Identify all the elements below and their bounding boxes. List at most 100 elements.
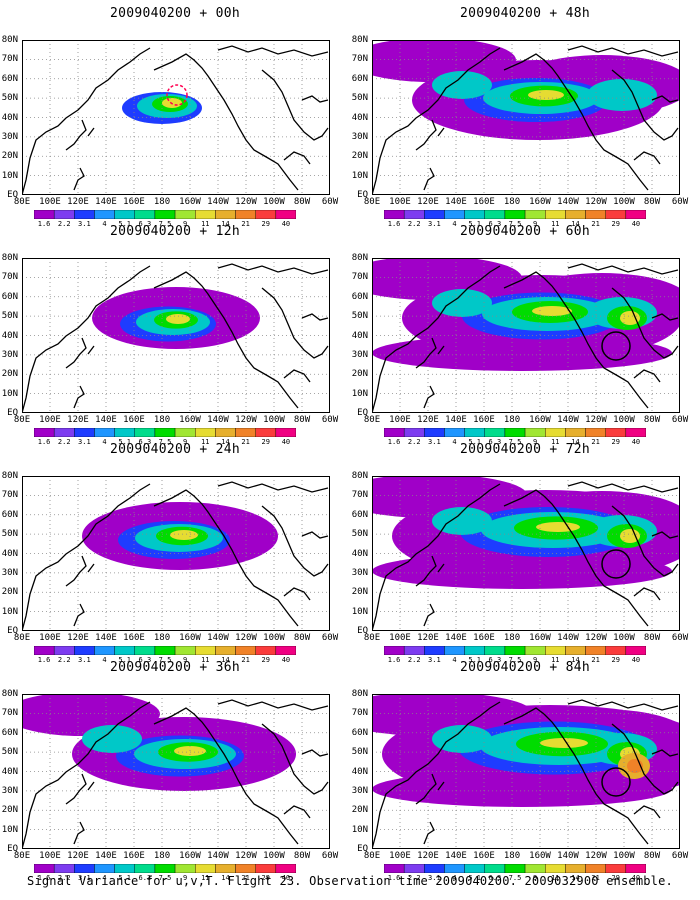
colorbar-label: 7.5	[158, 220, 172, 228]
longitude-label: 100E	[389, 633, 411, 643]
colorbar-label: 40	[281, 874, 291, 882]
colorbar-swatch	[255, 864, 277, 873]
colorbar-swatch	[134, 864, 156, 873]
map-panel: 2009040200 + 84h 80N 70N 60N 50N 40N 30N 20N 10N…	[350, 654, 700, 882]
colorbar-label: 11	[201, 438, 210, 446]
colorbar-label: 3.1	[78, 874, 91, 882]
longitude-label: 160W	[529, 851, 551, 861]
coastline	[22, 699, 329, 849]
colorbar-label: 6.3	[488, 438, 502, 446]
latitude-label: 60N	[351, 509, 368, 520]
colorbar-label: 5.1	[118, 874, 132, 882]
latitude-label: EQ	[7, 190, 18, 200]
longitude-label: 120W	[585, 851, 607, 861]
longitude-label: 140E	[445, 415, 467, 425]
variance-contour	[166, 314, 190, 324]
colorbar-label: 11	[551, 438, 560, 446]
colorbar-swatch	[524, 864, 546, 873]
coastline	[22, 481, 329, 631]
latitude-label: 80N	[351, 689, 368, 699]
latitude-label: EQ	[7, 408, 18, 418]
flight-marker	[166, 84, 188, 106]
longitude-label: 100E	[39, 197, 61, 207]
variance-contour	[170, 530, 198, 540]
colorbar-label: 5.1	[468, 656, 482, 664]
latitude-label: 30N	[1, 567, 18, 578]
colorbar-swatch	[114, 864, 135, 873]
latitude-label: 40N	[1, 112, 18, 123]
latitude-label: EQ	[357, 626, 368, 636]
latitude-label: 10N	[1, 170, 18, 181]
longitude-label: 60W	[321, 633, 339, 643]
latitude-label: 20N	[1, 151, 18, 162]
map-panel: 2009040200 + 60h 80N 70N 60N 50N 40N 30N 20N 10N…	[350, 218, 700, 446]
longitude-label: 160E	[123, 415, 145, 425]
colorbar-label: 14	[221, 220, 230, 228]
variance-contour	[432, 507, 492, 535]
latitude-label: 50N	[1, 93, 18, 104]
colorbar-label: 7.5	[508, 656, 522, 664]
colorbar-swatch	[444, 864, 465, 873]
variance-contour	[532, 306, 572, 316]
variance-map	[22, 476, 330, 631]
longitude-label: 180	[153, 633, 171, 643]
panel-title: 2009040200 + 12h	[109, 224, 241, 239]
longitude-label: 80W	[293, 633, 311, 643]
latitude-label: 20N	[1, 805, 18, 816]
latitude-label: 50N	[351, 529, 368, 540]
colorbar-label: 2.2	[57, 874, 71, 882]
longitude-label: 120W	[235, 851, 257, 861]
colorbar-label: 14	[221, 438, 230, 446]
longitude-label: 60W	[671, 851, 689, 861]
colorbar-label: 14	[571, 656, 580, 664]
colorbar-label: 21	[241, 438, 250, 446]
colorbar-swatch	[275, 428, 296, 437]
colorbar-swatch	[605, 864, 627, 873]
colorbar-label: 6.3	[488, 220, 502, 228]
colorbar-label: 2.2	[407, 220, 421, 228]
colorbar-label: 21	[591, 874, 600, 882]
longitude-label: 180	[503, 197, 521, 207]
colorbar-label: 29	[261, 220, 270, 228]
longitude-label: 100E	[39, 851, 61, 861]
longitude-label: 100W	[613, 415, 635, 425]
latitude-label: 50N	[351, 93, 368, 104]
variance-contour	[432, 289, 492, 317]
colorbar-label: 2.2	[57, 220, 71, 228]
colorbar-label: 11	[551, 220, 560, 228]
latitude-label: 30N	[351, 567, 368, 578]
colorbar-swatch	[34, 864, 55, 873]
longitude-label: 160W	[179, 197, 201, 207]
variance-contour	[372, 553, 672, 589]
variance-contour	[620, 311, 640, 325]
panel-title: 2009040200 + 24h	[109, 442, 241, 457]
longitude-label: 160W	[179, 851, 201, 861]
longitude-label: 140E	[95, 633, 117, 643]
colorbar-label: 3.1	[428, 220, 441, 228]
latitude-label: 10N	[351, 170, 368, 181]
longitude-label: 160E	[123, 633, 145, 643]
colorbar-label: 2.2	[407, 438, 421, 446]
longitude-label: 160E	[123, 197, 145, 207]
longitude-label: 80E	[13, 415, 31, 425]
map-panel: 2009040200 + 72h 80N 70N 60N 50N 40N 30N 20N 10N…	[350, 436, 700, 664]
colorbar-label: 6.3	[488, 874, 502, 882]
longitude-label: 180	[153, 851, 171, 861]
longitude-label: 80E	[13, 633, 31, 643]
latitude-label: 80N	[351, 35, 368, 45]
colorbar-swatch	[424, 864, 445, 873]
longitude-label: 140W	[557, 851, 579, 861]
longitude-label: 120E	[67, 415, 89, 425]
longitude-label: 120W	[235, 633, 257, 643]
longitude-label: 80W	[293, 415, 311, 425]
colorbar-label: 9	[533, 656, 538, 664]
latitude-label: 80N	[1, 253, 18, 263]
colorbar-label: 3.1	[428, 438, 441, 446]
colorbar-label: 6.3	[138, 874, 152, 882]
colorbar-label: 9	[533, 438, 538, 446]
variance-contour	[22, 694, 160, 736]
longitude-label: 80E	[363, 633, 381, 643]
colorbar-swatch	[275, 864, 296, 873]
colorbar	[384, 428, 646, 437]
map-panel: 2009040200 + 36h 80N 70N 60N 50N 40N 30N 20N 10N…	[0, 654, 350, 882]
